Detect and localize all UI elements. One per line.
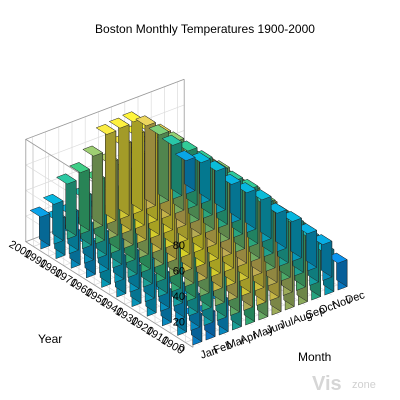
bar-2000-Apr — [69, 162, 90, 235]
watermark: Vis zone — [312, 373, 376, 395]
bar-1940-Dec — [266, 202, 287, 252]
x-tick-label: Aug — [291, 309, 313, 326]
x-tick-label: Feb — [212, 339, 234, 356]
x-tick-label: Oct — [318, 300, 338, 317]
x-tick-label: Dec — [344, 289, 367, 307]
bar-1970-Dec — [220, 174, 241, 224]
bar-1980-Dec — [205, 160, 226, 214]
x-tick-label: Nov — [331, 294, 354, 312]
bar-2000-Aug — [122, 111, 143, 215]
bar-2000-Feb — [43, 193, 64, 245]
bar-2000-Jul — [109, 117, 130, 220]
bar-2000-Jan — [29, 206, 51, 250]
bar-2000-Dec — [175, 150, 196, 195]
y-tick-label: 2000 — [7, 238, 34, 261]
bar-1930-Dec — [281, 211, 302, 262]
bar-1990-Dec — [190, 152, 211, 204]
bar-2000-Sep — [135, 115, 156, 210]
z-tick-label: 60 — [173, 266, 185, 278]
bar-2000-Mar — [56, 173, 77, 240]
bar-1960-Dec — [235, 182, 257, 233]
bar-1920-Dec — [296, 223, 317, 272]
bars — [29, 111, 348, 346]
chart-title: Boston Monthly Temperatures 1900-2000 — [95, 22, 315, 36]
watermark-brand: Vis — [312, 373, 342, 395]
z-tick-label: 40 — [173, 291, 185, 303]
bar-2000-Oct — [148, 124, 169, 205]
y-axis-label: Year — [38, 332, 62, 346]
bar-1950-Dec — [251, 189, 272, 243]
x-axis-label: Month — [298, 350, 331, 364]
watermark-sub: zone — [352, 379, 376, 391]
x-tick-label: Apr — [238, 330, 258, 347]
x-tick-label: Mar — [225, 334, 247, 351]
x-tick-label: Sep — [304, 304, 326, 321]
bar-1910-Dec — [311, 234, 333, 281]
bar-1900-Dec — [327, 252, 348, 291]
x-tick-label: Jan — [199, 345, 220, 362]
x-tick-label: Jul — [278, 316, 295, 332]
bar-2000-May — [82, 145, 103, 230]
z-tick-label: 0 — [179, 342, 185, 354]
z-tick-label: 20 — [173, 317, 185, 329]
z-tick-label: 80 — [173, 240, 185, 252]
bar-2000-Jun — [95, 124, 117, 225]
x-tick-label: Jun — [265, 320, 286, 337]
